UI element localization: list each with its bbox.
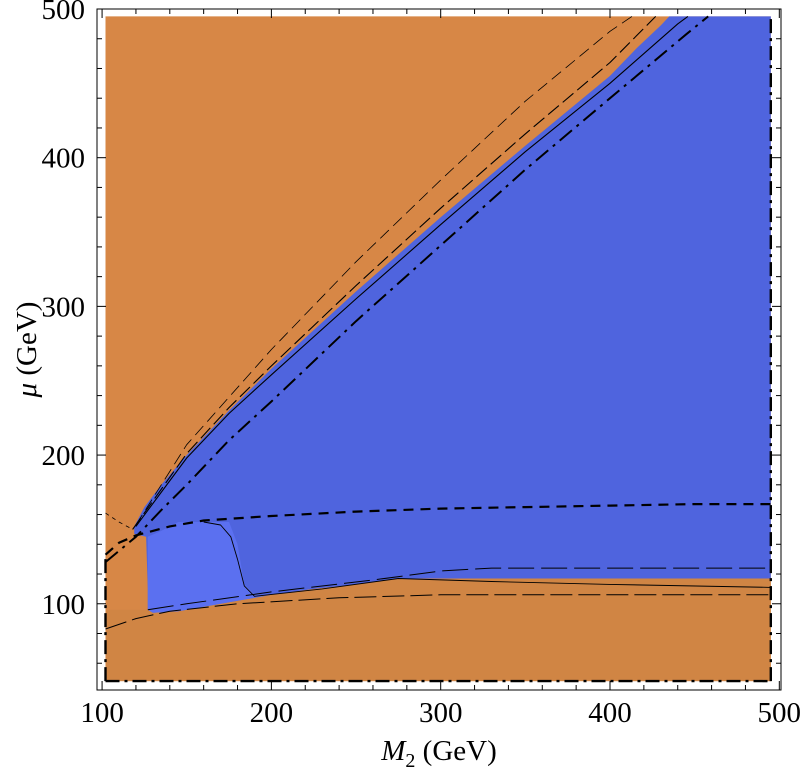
chart-regions bbox=[105, 16, 771, 682]
x-tick-label: 500 bbox=[758, 697, 800, 729]
region-2 bbox=[134, 16, 771, 613]
contour-line-4 bbox=[135, 16, 633, 526]
x-axis-symbol: M bbox=[380, 735, 407, 767]
contour-line-1 bbox=[104, 15, 709, 563]
chart-lines bbox=[104, 15, 772, 683]
y-tick-label: 500 bbox=[42, 0, 86, 26]
axis-ticks bbox=[97, 8, 781, 690]
region-3 bbox=[147, 522, 272, 613]
y-axis-label: μ (GeV) bbox=[11, 302, 43, 399]
contour-line-5 bbox=[203, 521, 771, 597]
x-tick-label: 300 bbox=[419, 697, 463, 729]
y-tick-label: 300 bbox=[42, 291, 86, 323]
x-axis-unit: (GeV) bbox=[415, 735, 496, 767]
contour-line-2 bbox=[135, 15, 689, 527]
contour-line-7 bbox=[147, 567, 771, 611]
y-tick-label: 200 bbox=[42, 440, 86, 472]
contour-line-3 bbox=[132, 16, 657, 530]
x-tick-label: 200 bbox=[250, 697, 294, 729]
y-tick-label: 400 bbox=[42, 143, 86, 175]
x-axis-subscript: 2 bbox=[405, 750, 415, 772]
y-tick-label: 100 bbox=[42, 589, 86, 621]
plot-frame bbox=[96, 8, 782, 691]
contour-line-6 bbox=[105, 594, 771, 630]
x-tick-label: 100 bbox=[80, 697, 124, 729]
tick-labels: 100 200 300 400 500 100 200 300 400 500 bbox=[42, 0, 800, 729]
x-tick-label: 400 bbox=[588, 697, 632, 729]
y-axis-unit: (GeV) bbox=[11, 302, 43, 383]
y-axis-symbol: μ bbox=[11, 383, 43, 399]
region-1 bbox=[105, 578, 771, 682]
x-axis-label: M2 (GeV) bbox=[380, 735, 497, 772]
contour-line-11 bbox=[105, 512, 133, 530]
